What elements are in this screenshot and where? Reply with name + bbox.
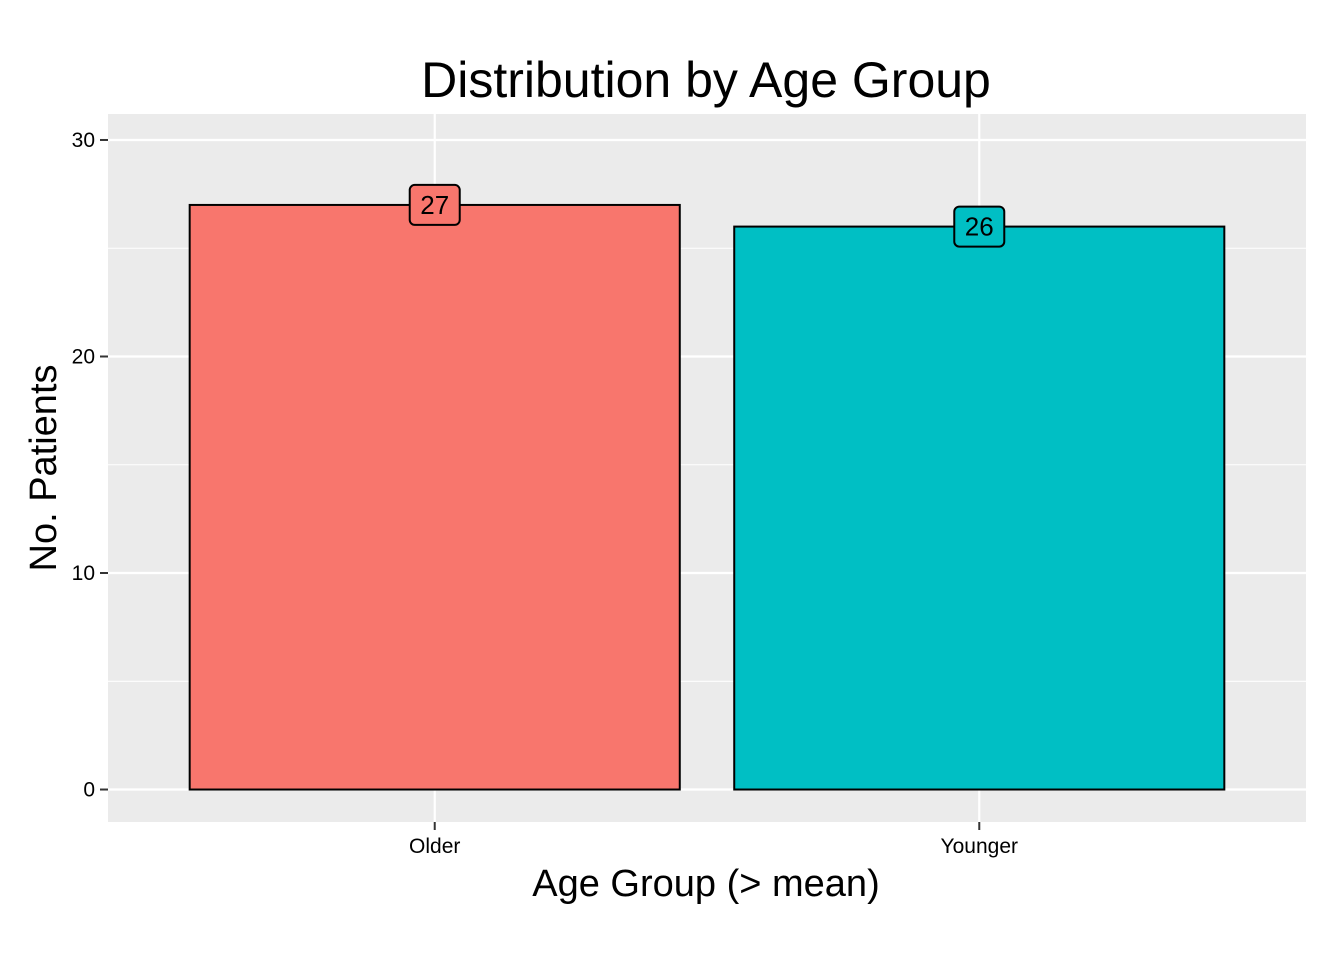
y-tick-label: 10 xyxy=(72,562,95,585)
y-tick-label: 20 xyxy=(72,345,95,368)
data-label-text: 26 xyxy=(965,212,994,242)
x-tick-label: Older xyxy=(409,835,460,858)
data-label-older: 27 xyxy=(408,183,461,226)
x-axis: Older Younger xyxy=(409,822,1018,858)
data-label-text: 27 xyxy=(420,190,449,220)
x-tick-label: Younger xyxy=(941,835,1018,858)
data-labels: 27 26 xyxy=(408,183,1006,248)
data-label-box xyxy=(408,183,461,226)
y-axis-title: No. Patients xyxy=(23,365,65,572)
data-label-younger: 26 xyxy=(953,205,1006,248)
y-axis: 0 10 20 30 xyxy=(72,129,108,802)
y-tick-label: 30 xyxy=(72,129,95,152)
bar-older xyxy=(188,203,681,791)
chart-title: Distribution by Age Group xyxy=(421,52,991,108)
y-tick-label: 0 xyxy=(83,779,95,802)
bar-younger xyxy=(733,225,1226,791)
data-label-box xyxy=(953,205,1006,248)
bars xyxy=(188,203,1226,791)
x-axis-title: Age Group (> mean) xyxy=(532,863,879,905)
